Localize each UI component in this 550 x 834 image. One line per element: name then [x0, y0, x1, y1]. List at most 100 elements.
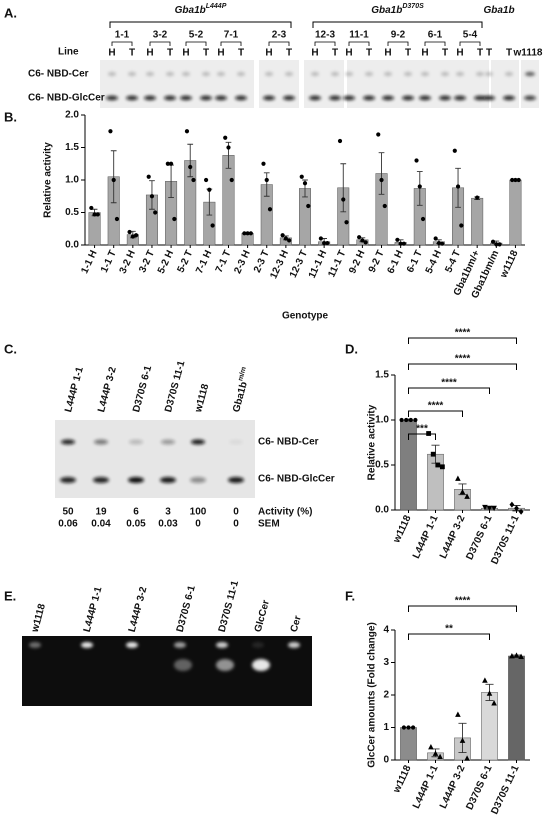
data-point [111, 177, 116, 183]
data-point [420, 216, 426, 222]
panel-label: B. [4, 109, 17, 124]
data-point [491, 700, 497, 706]
table-value: 0.05 [126, 519, 146, 530]
data-point [280, 233, 285, 238]
gel-band [61, 439, 75, 445]
gel-band [345, 72, 353, 76]
data-point [337, 138, 343, 144]
significance-label: **** [455, 328, 471, 339]
table-value: 0 [233, 507, 239, 518]
gel-strip [521, 60, 539, 108]
gel-band [164, 95, 176, 101]
y-tick-label: 2 [383, 690, 389, 701]
gel-band [421, 72, 429, 76]
x-tick-label: L444P 3-2 [438, 513, 468, 560]
data-point [414, 158, 419, 163]
data-point [509, 501, 515, 508]
gel-band [160, 477, 176, 483]
lane-label: w1118 [30, 602, 48, 634]
band-label: C6- NBD-Cer [28, 69, 89, 80]
lane-label: 1-1 [115, 30, 130, 41]
data-point [133, 233, 139, 238]
panel-label: A. [4, 5, 17, 20]
gel-band [191, 439, 205, 445]
band-label: C6- NBD-GlcCer [258, 474, 335, 485]
lane-sub-label: H [421, 48, 428, 59]
lane-sub-label: T [332, 48, 338, 59]
data-point [482, 677, 488, 683]
data-point [149, 194, 155, 199]
lane-sub-label: H [265, 48, 272, 59]
data-point [322, 240, 327, 246]
lane-label: D370S 11-1 [217, 579, 241, 633]
x-tick-label: 7-1 T [214, 249, 234, 275]
group-label: Gba1b [483, 5, 514, 16]
gel [55, 420, 255, 498]
gel-band [329, 95, 341, 101]
gel-band [182, 72, 190, 76]
lane-sub-label: T [506, 48, 512, 59]
data-point [226, 145, 231, 150]
y-tick-label: 0 [383, 755, 389, 766]
gel-strip [304, 60, 344, 108]
gel-band [503, 95, 515, 101]
gel-band [216, 642, 228, 648]
data-point [518, 653, 524, 660]
data-point [261, 161, 266, 166]
data-point [459, 489, 466, 495]
lane-label: 11-1 [349, 30, 369, 41]
lane-label: Cer [289, 614, 304, 633]
data-point [379, 177, 384, 183]
data-point [516, 177, 521, 183]
table-value: 0.03 [158, 519, 178, 530]
lane-label: 5-4 [463, 30, 478, 41]
gel-band [365, 72, 373, 76]
data-point [401, 725, 407, 730]
gel-band [382, 95, 394, 101]
gel-band [190, 477, 206, 483]
data-point [302, 181, 308, 186]
gel-band [252, 642, 264, 648]
lane-sub-label: T [477, 48, 483, 59]
significance-bracket [408, 605, 517, 612]
data-point [490, 239, 496, 244]
data-point [513, 177, 518, 183]
group-label-main: Gba1b [371, 5, 402, 16]
data-point [440, 241, 445, 246]
group-label-main: Gba1b [483, 5, 514, 16]
lane-bracket [459, 41, 481, 46]
significance-label: *** [416, 424, 428, 435]
bar [509, 179, 522, 246]
gel-band [126, 642, 138, 648]
data-point [306, 203, 311, 209]
gel-band [285, 72, 293, 76]
band-label: C6- NBD-Cer [258, 437, 319, 448]
error-bar [263, 172, 270, 197]
lane-label-main: w1118 [193, 382, 211, 414]
data-point [455, 184, 461, 189]
x-tick-label: L444P 1-1 [411, 513, 441, 560]
data-point [363, 240, 368, 245]
x-tick-label: 3-2 H [118, 249, 138, 276]
data-point [417, 184, 422, 189]
y-tick-label: 4 [383, 625, 389, 636]
data-point [455, 711, 461, 717]
data-point [229, 177, 234, 183]
data-point [172, 216, 177, 222]
gel-band [237, 72, 245, 76]
table-value: 50 [62, 507, 74, 518]
y-tick-label: 1.0 [65, 175, 79, 186]
significance-label: **** [428, 401, 444, 412]
error-bar [187, 143, 194, 178]
data-point [455, 475, 461, 481]
lane-label: D370S 6-1 [175, 584, 198, 633]
lane-bracket [111, 41, 133, 46]
gel-band [93, 477, 109, 483]
data-point [382, 203, 387, 209]
lane-label-sup: m/m [237, 366, 247, 382]
table-value: 100 [190, 507, 207, 518]
lane-sub-label: H [146, 48, 153, 59]
data-point [497, 242, 502, 247]
lane-label: 9-2 [391, 30, 406, 41]
lane-label: L444P 1-1 [82, 585, 105, 633]
